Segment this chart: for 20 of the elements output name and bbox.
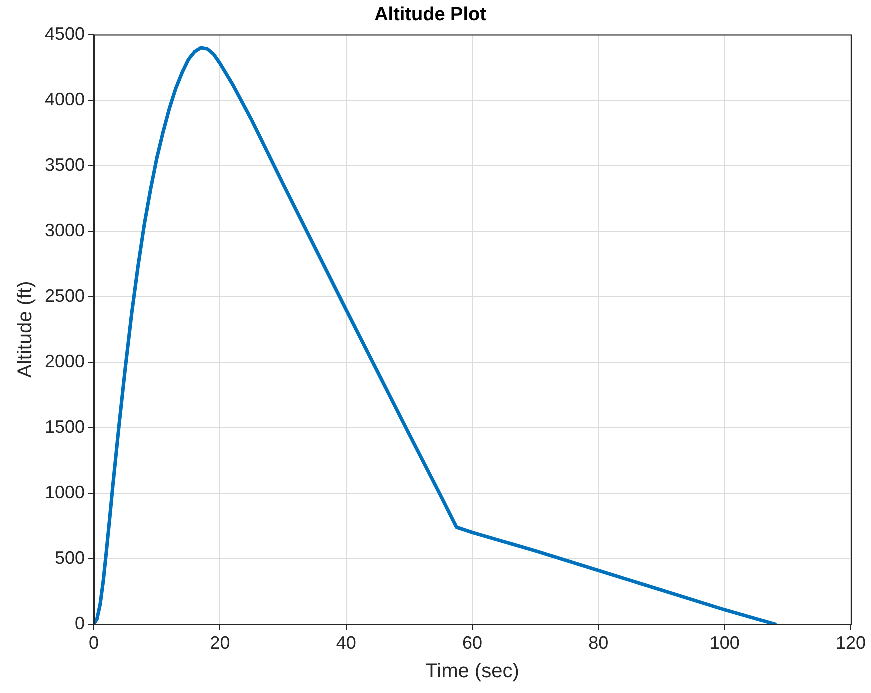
y-tick-label: 3000 [44,220,86,240]
y-tick-label: 2000 [44,351,86,372]
y-tick-label: 4500 [44,24,86,44]
x-axis-title: Time (sec) [426,660,520,683]
y-tick-label: 3500 [44,154,86,175]
x-tick-label: 40 [336,633,356,654]
y-tick-label: 4000 [44,89,86,110]
y-tick-label: 0 [75,613,86,634]
chart-title: Altitude Plot [374,4,488,26]
x-tick-label: 20 [210,633,230,654]
x-tick-label: 100 [710,633,740,654]
y-tick-label: 1500 [44,416,86,437]
y-tick-label: 1000 [44,482,86,502]
x-tick-label: 0 [89,633,100,654]
y-tick-label: 500 [54,548,86,568]
x-tick-label: 120 [836,633,866,654]
y-tick-label: 2500 [44,286,86,306]
x-tick-label: 80 [588,633,609,654]
x-tick-label: 60 [462,633,483,654]
y-axis-title: Altitude (ft) [14,281,37,378]
